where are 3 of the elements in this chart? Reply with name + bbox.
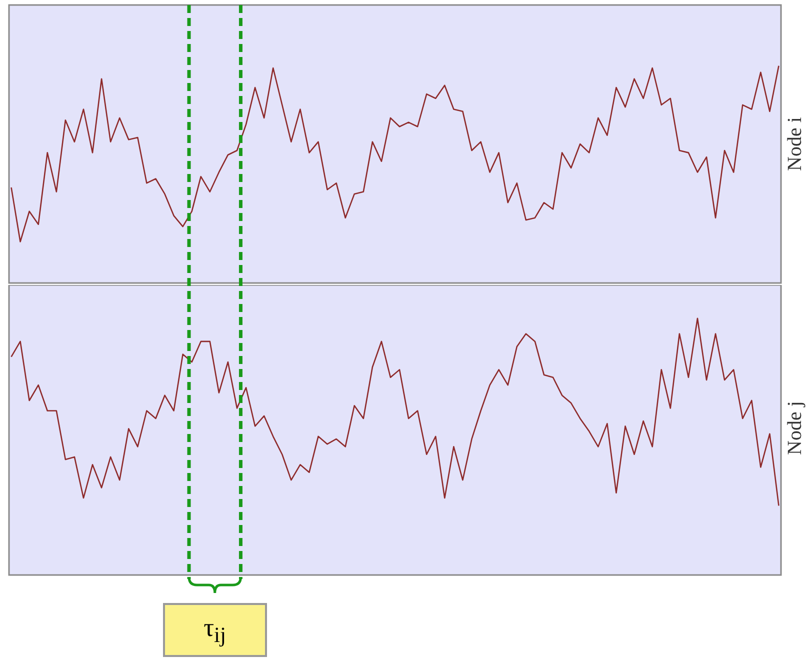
text: τ$_{ij}$ (162, 603, 267, 657)
y-axis-title: Node j (784, 401, 807, 455)
y-axis-title: Node i (784, 117, 807, 171)
